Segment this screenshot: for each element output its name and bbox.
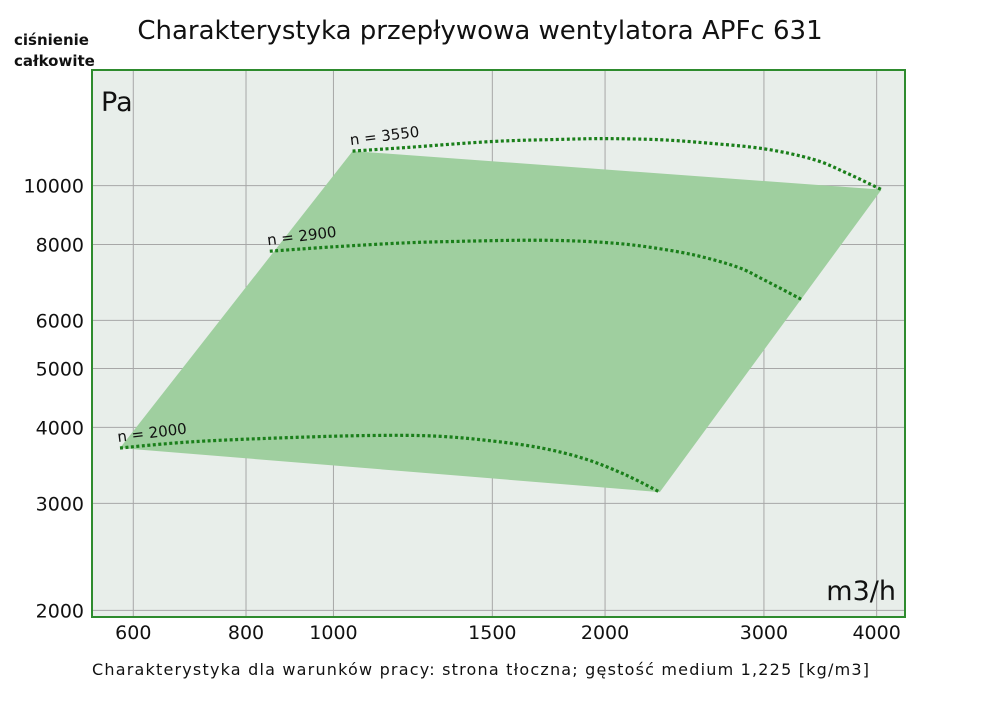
x-tick-label: 1000 bbox=[309, 622, 357, 644]
x-tick-label: 3000 bbox=[740, 622, 788, 644]
chart-title: Charakterystyka przepływowa wentylatora … bbox=[137, 16, 823, 46]
plot-frame bbox=[91, 69, 906, 618]
x-tick-label: 2000 bbox=[581, 622, 629, 644]
x-tick-label: 1500 bbox=[468, 622, 516, 644]
y-tick-label: 2000 bbox=[36, 600, 84, 622]
y-tick-label: 4000 bbox=[36, 417, 84, 439]
speed-curve-1 bbox=[269, 238, 803, 301]
operating-region bbox=[120, 151, 882, 493]
y-tick-label: 3000 bbox=[36, 493, 84, 515]
speed-curve-0 bbox=[119, 433, 661, 494]
y-axis-label: ciśnienie całkowite bbox=[14, 31, 95, 70]
speed-curve-2 bbox=[352, 136, 883, 192]
y-tick-label: 6000 bbox=[36, 310, 84, 332]
x-tick-label: 4000 bbox=[852, 622, 900, 644]
footnote: Charakterystyka dla warunków pracy: stro… bbox=[92, 660, 871, 679]
y-unit-label: Pa bbox=[101, 87, 133, 118]
x-tick-label: 800 bbox=[228, 622, 264, 644]
y-tick-label: 5000 bbox=[36, 359, 84, 381]
tick-labels: 600 800 1000 1500 2000 3000 4000 2000 3000 4000 50… bbox=[24, 176, 901, 644]
y-tick-label: 10000 bbox=[24, 176, 84, 198]
x-tick-label: 600 bbox=[115, 622, 151, 644]
x-unit-label: m3/h bbox=[826, 576, 896, 607]
y-tick-label: 8000 bbox=[36, 235, 84, 257]
